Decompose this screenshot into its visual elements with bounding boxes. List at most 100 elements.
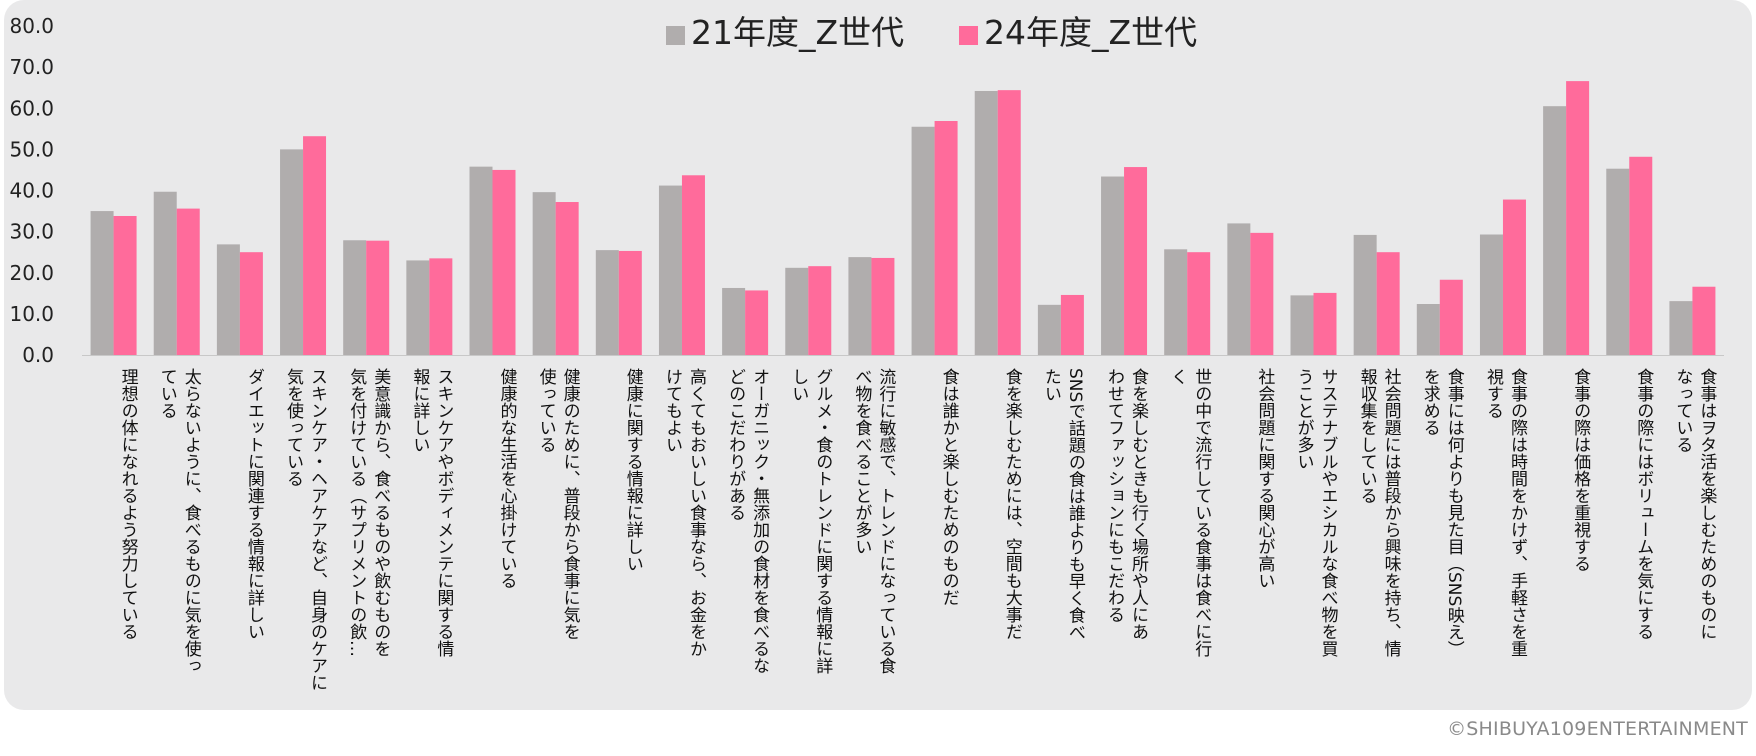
- category-label: 美意識から、食べるものや飲むものを気を付けている（サプリメントの飲…: [346, 368, 391, 657]
- bar-21: [1479, 234, 1503, 355]
- bar-24: [1629, 156, 1653, 355]
- bar-24: [366, 240, 390, 355]
- bar-21: [1669, 301, 1693, 355]
- y-tick-label: 80.0: [9, 14, 54, 38]
- bar-24: [176, 208, 200, 355]
- legend-label-21: 21年度_Z世代: [691, 13, 904, 52]
- bar-24: [871, 257, 895, 355]
- category-label: 理想の体になれるよう努力している: [118, 368, 139, 640]
- category-label-line: 健康的な生活を心掛けている: [497, 368, 518, 589]
- category-label-line: 食を楽しむときも行く場所や人にあ: [1128, 368, 1149, 640]
- bars: [90, 81, 1716, 356]
- category-label-line: 健康に関する情報に詳しい: [623, 368, 644, 572]
- category-label-line: く: [1167, 368, 1187, 385]
- bar-21: [785, 267, 809, 355]
- category-label-line: 世の中で流行している食事は食べに行: [1191, 368, 1212, 658]
- copyright-text: ©SHIBUYA109ENTERTAINMENT: [1447, 718, 1748, 740]
- legend-swatch-24: [959, 26, 978, 45]
- category-label-line: スキンケア・ヘアケアなど、自身のケアに: [307, 368, 328, 691]
- y-tick-label: 70.0: [9, 55, 54, 79]
- bar-24: [1439, 279, 1463, 355]
- category-label-line: 食事はヲタ活を楽しむためのものに: [1696, 368, 1717, 640]
- category-label: ダイエットに関連する情報に詳しい: [244, 368, 265, 640]
- category-label: 健康的な生活を心掛けている: [497, 368, 518, 589]
- bar-21: [974, 90, 998, 355]
- category-label-line: 社会問題に関する関心が高い: [1254, 368, 1275, 589]
- bar-21: [90, 211, 114, 355]
- bar-21: [658, 185, 682, 355]
- category-label-line: 健康のために、普段から食事に気を: [560, 368, 581, 640]
- category-label-line: べ物を食べることが多い: [851, 368, 872, 555]
- bar-24: [492, 169, 516, 355]
- category-label-line: SNSで話題の食は誰よりも早く食べ: [1065, 368, 1086, 640]
- bar-24: [1313, 292, 1337, 355]
- bar-24: [745, 290, 769, 355]
- bar-21: [1543, 106, 1567, 355]
- bar-24: [1187, 252, 1211, 355]
- y-tick-label: 60.0: [9, 96, 54, 120]
- category-label-line: なっている: [1672, 368, 1692, 453]
- bar-21: [216, 244, 240, 355]
- bar-21: [1290, 295, 1314, 355]
- bar-24: [1060, 294, 1084, 355]
- bar-21: [1606, 168, 1630, 355]
- category-label-line: 美意識から、食べるものや飲むものを: [370, 368, 391, 657]
- category-label: 食事には何よりも見た目（SNS映え）を求める: [1420, 368, 1465, 657]
- bar-24: [239, 252, 263, 355]
- category-label-line: オーガニック・無添加の食材を食べるな: [749, 368, 770, 674]
- bar-21: [1037, 304, 1061, 355]
- legend-swatch-21: [666, 26, 685, 45]
- category-label-line: わせてファッションにもこだわる: [1104, 368, 1125, 623]
- bar-24: [1502, 199, 1526, 355]
- bar-24: [429, 258, 453, 355]
- bar-21: [469, 166, 493, 355]
- y-tick-label: 0.0: [22, 343, 54, 367]
- bar-21: [1164, 249, 1188, 355]
- category-label: 食は誰かと楽しむためのものだ: [939, 368, 960, 606]
- category-label-line: 食事の際にはボリュームを気にする: [1633, 368, 1654, 640]
- category-label-line: ダイエットに関連する情報に詳しい: [244, 368, 265, 640]
- category-label-line: サステナブルやエシカルな食べ物を買: [1318, 368, 1339, 657]
- bar-21: [406, 260, 430, 355]
- legend-label-24: 24年度_Z世代: [984, 13, 1197, 52]
- category-label-line: どのこだわりがある: [725, 368, 745, 521]
- category-label-line: 食事には何よりも見た目（SNS映え）: [1444, 368, 1465, 657]
- category-label: 食事の際は価格を重視する: [1570, 368, 1591, 572]
- bar-21: [1353, 234, 1377, 355]
- category-label-line: 食事の際は時間をかけず、手軽さを重: [1507, 368, 1528, 657]
- category-label-line: 食事の際は価格を重視する: [1570, 368, 1591, 572]
- bar-24: [681, 175, 705, 355]
- category-label-line: 高くてもおいしい食事なら、お金をか: [686, 368, 707, 657]
- bar-24: [1692, 286, 1716, 355]
- bar-21: [595, 250, 619, 355]
- y-tick-label: 10.0: [9, 302, 54, 326]
- legend: 21年度_Z世代 24年度_Z世代: [666, 13, 1197, 52]
- bar-21: [153, 191, 177, 355]
- bar-24: [303, 136, 327, 355]
- bar-24: [618, 250, 642, 355]
- category-label-line: グルメ・食のトレンドに関する情報に詳: [812, 368, 833, 674]
- bar-24: [1250, 232, 1274, 355]
- y-tick-label: 20.0: [9, 261, 54, 285]
- bar-24: [808, 266, 832, 355]
- category-label-line: うことが多い: [1294, 368, 1314, 470]
- y-axis: 0.0 10.0 20.0 30.0 40.0 50.0 60.0 70.0 80.0: [9, 14, 54, 367]
- bar-24: [997, 90, 1021, 355]
- category-label-line: しい: [788, 368, 808, 402]
- bar-21: [722, 287, 746, 355]
- bar-21: [1416, 304, 1440, 355]
- bar-21: [848, 257, 872, 355]
- bar-21: [280, 149, 304, 355]
